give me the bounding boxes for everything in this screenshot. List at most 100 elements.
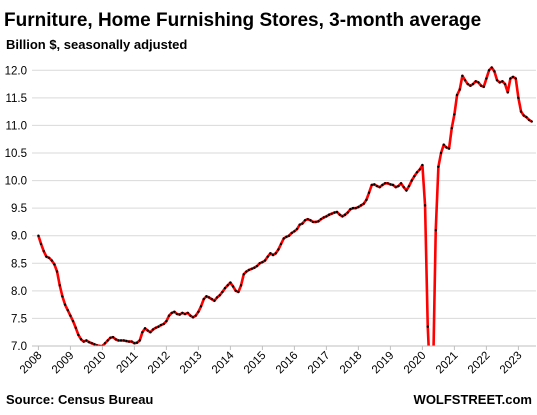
x-tick-label: 2010 xyxy=(82,350,109,377)
data-point xyxy=(117,339,120,342)
data-point xyxy=(509,77,512,80)
data-point xyxy=(47,256,51,259)
chart-title: Furniture, Home Furnishing Stores, 3-mon… xyxy=(4,10,481,31)
data-point xyxy=(437,165,440,168)
data-point xyxy=(335,210,339,214)
data-point xyxy=(309,219,312,222)
data-point xyxy=(77,333,80,337)
data-point xyxy=(479,84,483,87)
data-point xyxy=(311,220,315,224)
y-tick-label: 8.5 xyxy=(11,258,27,270)
x-tick-label: 2012 xyxy=(146,350,173,377)
data-point xyxy=(135,341,139,344)
data-point xyxy=(447,147,451,150)
data-point xyxy=(250,267,253,270)
data-point xyxy=(197,310,200,314)
data-point xyxy=(157,325,160,328)
data-point xyxy=(399,182,403,185)
data-point xyxy=(293,230,296,233)
data-point xyxy=(210,297,213,301)
grid xyxy=(32,69,536,347)
data-point xyxy=(351,206,355,210)
x-tick-label: 2016 xyxy=(274,350,301,377)
data-point xyxy=(394,185,397,189)
data-point xyxy=(426,325,429,328)
data-point xyxy=(389,183,392,186)
data-point xyxy=(330,212,333,215)
y-tick-label: 7.0 xyxy=(11,341,27,353)
data-point xyxy=(194,314,197,317)
data-point xyxy=(402,185,405,189)
data-point xyxy=(39,242,43,246)
data-point xyxy=(213,299,216,302)
data-point xyxy=(199,305,203,308)
data-point xyxy=(263,259,267,262)
data-point xyxy=(223,286,227,290)
y-tick-label: 10.5 xyxy=(5,148,27,160)
data-point xyxy=(162,322,165,326)
data-point xyxy=(287,234,291,237)
data-point xyxy=(242,273,245,276)
data-point xyxy=(375,184,379,188)
data-point xyxy=(231,285,235,288)
data-point xyxy=(274,252,277,255)
data-point xyxy=(338,213,341,216)
data-point xyxy=(378,185,381,189)
data-point xyxy=(85,339,88,342)
data-point xyxy=(258,262,261,265)
data-point xyxy=(119,339,123,342)
data-point xyxy=(202,297,205,301)
data-point xyxy=(255,264,259,268)
data-point xyxy=(58,284,61,287)
x-tick-label: 2022 xyxy=(466,350,493,377)
data-point xyxy=(175,312,179,316)
data-point xyxy=(151,328,155,331)
data-point xyxy=(461,74,464,77)
data-point xyxy=(181,311,184,315)
data-point xyxy=(501,80,504,83)
data-point xyxy=(319,217,323,221)
data-point xyxy=(517,96,520,100)
data-point xyxy=(55,270,59,273)
data-point xyxy=(303,219,307,222)
data-point xyxy=(365,198,368,202)
data-point xyxy=(349,208,352,211)
data-point xyxy=(239,284,243,287)
x-tick-label: 2008 xyxy=(18,350,45,377)
data-point xyxy=(503,82,507,86)
data-point xyxy=(322,216,325,219)
data-point xyxy=(253,266,256,269)
data-point xyxy=(493,70,496,73)
data-point xyxy=(173,310,176,314)
data-point xyxy=(514,77,517,80)
x-tick-label: 2011 xyxy=(115,350,141,376)
data-point xyxy=(79,338,83,341)
data-point xyxy=(282,237,285,240)
data-point xyxy=(167,314,171,317)
data-point xyxy=(432,372,434,374)
data-point xyxy=(61,295,64,298)
data-point xyxy=(138,339,141,342)
x-tick-label: 2020 xyxy=(402,350,429,377)
data-point xyxy=(434,228,437,232)
data-point xyxy=(383,182,387,185)
x-tick-label: 2019 xyxy=(370,350,397,377)
data-point xyxy=(525,115,528,119)
data-point xyxy=(207,296,211,299)
data-point xyxy=(498,81,501,84)
data-point xyxy=(511,75,515,79)
data-point xyxy=(237,290,240,294)
data-point xyxy=(205,295,208,298)
data-point xyxy=(343,213,347,216)
y-tick-label: 8.0 xyxy=(11,286,27,298)
y-tick-label: 11.0 xyxy=(5,120,27,132)
y-tick-label: 12.0 xyxy=(5,65,27,77)
data-point xyxy=(471,82,475,86)
x-tick-label: 2021 xyxy=(434,350,461,377)
data-point xyxy=(397,184,400,188)
data-point xyxy=(359,204,363,207)
data-point xyxy=(306,217,309,221)
data-point xyxy=(71,319,75,323)
x-tick-label: 2017 xyxy=(306,350,333,377)
